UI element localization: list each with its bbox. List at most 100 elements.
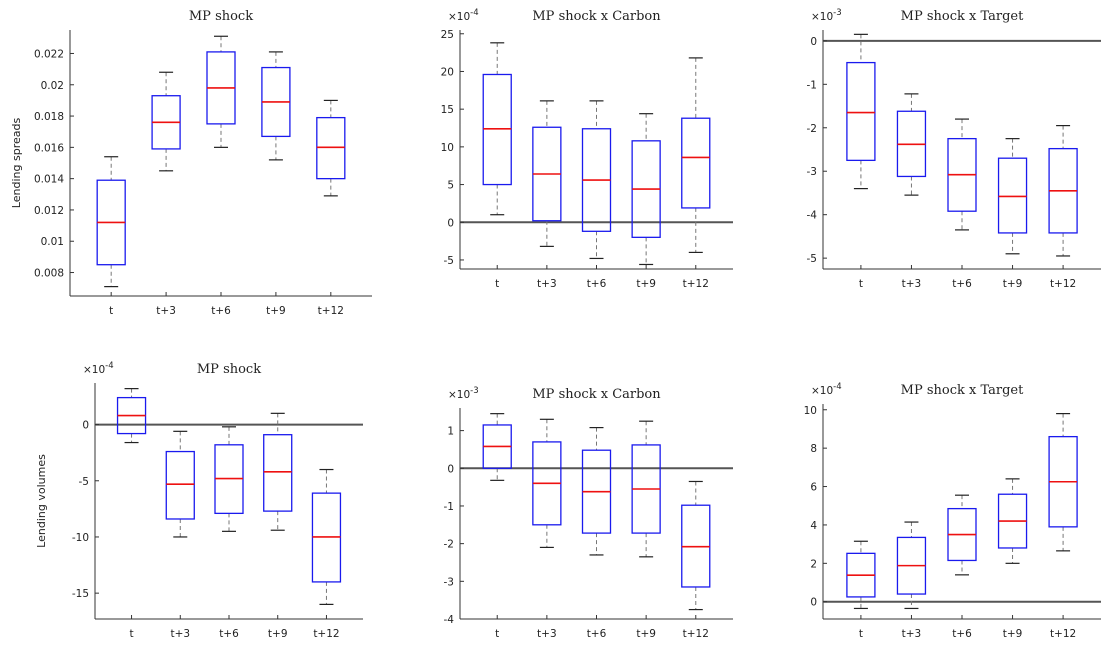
- x-tick-label: t+3: [170, 628, 190, 640]
- box-iqr: [263, 434, 293, 512]
- box-iqr: [165, 450, 195, 520]
- y-tick-label: -2: [444, 539, 454, 551]
- y-tick-label: 0: [810, 597, 817, 609]
- x-tick-label: t+12: [683, 278, 709, 290]
- x-tick-label: t+9: [268, 628, 288, 640]
- axis-exponent: ×10-3: [811, 8, 842, 23]
- y-tick-label: -4: [444, 614, 455, 626]
- axis-exponent: ×10-4: [811, 382, 842, 397]
- y-tick-label: 0: [810, 36, 817, 48]
- y-tick-label: 0.02: [41, 80, 64, 92]
- box-iqr: [681, 117, 711, 209]
- y-axis-label: Lending volumes: [35, 454, 48, 548]
- subplot-3: -5 -4 -3 -2 -1 0 t t+3 t+6 t+9 t+12 MP shock x Targ…: [807, 8, 1101, 290]
- box-t+6: [947, 494, 977, 576]
- y-tick-label: 20: [441, 66, 454, 78]
- box-t+9: [631, 420, 661, 558]
- box-t+12: [681, 57, 711, 254]
- y-axis-label: Lending spreads: [10, 118, 23, 209]
- box-t+6: [206, 35, 236, 148]
- y-tick-label: 1: [447, 426, 454, 438]
- x-tick-label: t+6: [952, 278, 972, 290]
- x-tick-label: t+12: [318, 305, 344, 317]
- box-t+12: [1048, 124, 1078, 257]
- box-t+3: [151, 71, 181, 172]
- box-iqr: [997, 157, 1028, 234]
- subplot-6: 0 2 4 6 8 10 t t+3 t+6 t+9 t+12 MP shock x Target ×1…: [804, 382, 1101, 640]
- y-tick-label: -10: [72, 532, 89, 544]
- x-tick-label: t+9: [636, 278, 656, 290]
- box-t: [846, 540, 876, 610]
- box-t+12: [311, 468, 342, 605]
- subplot-title: MP shock x Target: [901, 9, 1024, 24]
- x-tick-label: t+12: [683, 628, 709, 640]
- y-tick-label: 0.014: [34, 174, 64, 186]
- subplot-title: MP shock x Target: [901, 383, 1024, 398]
- y-tick-label: 0.016: [34, 142, 64, 154]
- y-tick-label: -5: [444, 255, 454, 267]
- subplot-2: -5 0 5 10 15 20 25 t t+3 t+6 t+9 t+12 MP shock x Car…: [441, 8, 733, 290]
- y-tick-label: -3: [444, 576, 454, 588]
- x-tick-label: t+9: [1003, 628, 1023, 640]
- box-t+6: [581, 426, 612, 556]
- y-tick-label: 8: [810, 443, 817, 455]
- x-tick-label: t+12: [313, 628, 339, 640]
- x-tick-label: t+12: [1050, 278, 1076, 290]
- subplot-1: 0.008 0.01 0.012 0.014 0.016 0.018 0.02 0.022 t t…: [10, 9, 372, 317]
- y-tick-label: 0.01: [41, 236, 64, 248]
- box-t+12: [316, 99, 346, 197]
- y-tick-label: 5: [447, 180, 454, 192]
- x-tick-label: t: [495, 278, 499, 290]
- y-tick-label: 0.012: [34, 205, 64, 217]
- box-t: [482, 413, 512, 481]
- box-t+9: [631, 113, 661, 266]
- x-tick-label: t+6: [219, 628, 239, 640]
- y-tick-label: 0: [82, 420, 89, 432]
- box-t+3: [532, 418, 562, 549]
- x-tick-label: t+12: [1050, 628, 1076, 640]
- box-t+12: [1048, 412, 1078, 552]
- subplot-title: MP shock: [189, 9, 253, 24]
- axis-exponent: ×10-3: [448, 386, 479, 401]
- x-tick-label: t+6: [587, 278, 607, 290]
- box-t+9: [261, 51, 291, 161]
- x-tick-label: t: [495, 628, 499, 640]
- box-t+6: [581, 100, 612, 260]
- subplot-title: MP shock: [197, 362, 261, 377]
- box-t+3: [896, 93, 927, 196]
- y-tick-label: 0.018: [34, 111, 64, 123]
- y-tick-label: 0.022: [34, 48, 64, 60]
- y-tick-label: -1: [807, 79, 817, 91]
- box-t+3: [896, 521, 927, 610]
- x-tick-label: t+9: [1003, 278, 1023, 290]
- y-tick-label: -5: [807, 253, 817, 265]
- box-t+12: [681, 480, 711, 611]
- y-tick-label: 0: [447, 463, 454, 475]
- box-t+3: [532, 100, 562, 247]
- x-tick-label: t+9: [636, 628, 656, 640]
- y-tick-label: 2: [810, 558, 817, 570]
- box-t+6: [947, 118, 977, 231]
- y-tick-label: -5: [79, 476, 89, 488]
- subplot-title: MP shock x Carbon: [532, 387, 661, 402]
- y-tick-label: 10: [804, 405, 817, 417]
- box-iqr: [846, 61, 876, 162]
- box-t: [846, 33, 876, 190]
- subplot-title: MP shock x Carbon: [532, 9, 661, 24]
- subplot-4: -15 -10 -5 0 t t+3 t+6 t+9 t+12 MP shock ×10-4 Lend…: [35, 361, 363, 640]
- x-tick-label: t+6: [952, 628, 972, 640]
- x-tick-label: t: [859, 278, 863, 290]
- x-tick-label: t+6: [211, 305, 231, 317]
- x-tick-label: t+6: [587, 628, 607, 640]
- subplot-5: -4 -3 -2 -1 0 1 t t+3 t+6 t+9 t+12 MP shock x Carbo…: [444, 386, 733, 640]
- y-tick-label: 0.008: [34, 268, 64, 280]
- x-tick-label: t+3: [537, 628, 557, 640]
- axis-exponent: ×10-4: [83, 361, 114, 376]
- x-tick-label: t+9: [266, 305, 286, 317]
- y-tick-label: -2: [807, 123, 817, 135]
- y-tick-label: 0: [447, 217, 454, 229]
- y-tick-label: -3: [807, 166, 817, 178]
- y-tick-label: 6: [810, 482, 817, 494]
- x-tick-label: t+3: [902, 628, 922, 640]
